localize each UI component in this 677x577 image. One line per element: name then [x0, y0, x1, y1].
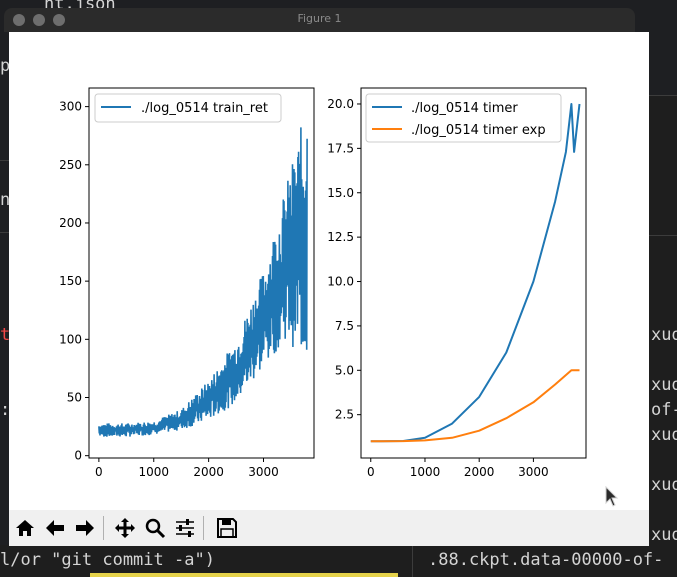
save-icon	[217, 518, 237, 538]
left-legend-label: ./log_0514 train_ret	[141, 101, 268, 116]
left-axes-ticks: 0 1000 2000 3000 0 50 100 150 200 250 300	[59, 100, 279, 479]
bg-right-line: xud	[651, 475, 677, 495]
x-tick-label: 3000	[248, 465, 279, 479]
right-legend-label-timer-exp: ./log_0514 timer exp	[411, 123, 546, 138]
bg-divider	[0, 232, 9, 233]
left-legend-box	[94, 93, 282, 123]
window-title: Figure 1	[297, 12, 342, 25]
x-tick-label: 0	[95, 465, 103, 479]
y-tick-label: 0	[74, 449, 82, 463]
home-button[interactable]	[11, 514, 39, 542]
bg-divider	[0, 160, 9, 161]
toolbar-separator	[203, 516, 204, 540]
home-icon	[16, 520, 34, 536]
x-tick-label: 0	[367, 465, 375, 479]
back-button[interactable]	[41, 514, 69, 542]
left-legend: ./log_0514 train_ret	[94, 93, 282, 123]
bg-right-line: xud	[651, 525, 677, 545]
bg-left-n: n	[0, 190, 11, 210]
y-tick-label: 20.0	[327, 97, 354, 111]
pan-icon	[115, 518, 135, 538]
forward-icon	[76, 520, 94, 536]
y-tick-label: 200	[59, 216, 82, 230]
left-axes-data	[98, 127, 308, 437]
bg-left-colon: :	[0, 400, 11, 420]
right-axes: 0 1000 2000 3000 2.5 5.0 7.5 10.0 12.5 15.0 17.5 20…	[327, 87, 587, 479]
bg-divider	[412, 545, 413, 577]
figure-toolbar	[9, 510, 649, 546]
x-tick-label: 2000	[193, 465, 224, 479]
y-tick-label: 17.5	[327, 141, 354, 155]
right-legend-box	[365, 93, 562, 143]
save-button[interactable]	[213, 514, 241, 542]
y-tick-label: 2.5	[335, 408, 354, 422]
series-line-timer	[370, 103, 581, 443]
x-tick-label: 1000	[410, 465, 441, 479]
y-tick-label: 300	[59, 100, 82, 114]
zoom-icon	[145, 518, 166, 539]
minimize-window-button[interactable]	[33, 14, 45, 26]
window-titlebar[interactable]: Figure 1	[4, 8, 635, 32]
right-legend: ./log_0514 timer ./log_0514 timer exp	[365, 93, 562, 143]
bg-right-line: of-	[651, 400, 677, 420]
y-tick-label: 15.0	[327, 186, 354, 200]
zoom-button[interactable]	[141, 514, 169, 542]
x-tick-label: 2000	[464, 465, 495, 479]
y-tick-label: 150	[59, 274, 82, 288]
right-axes-frame	[360, 87, 587, 459]
bg-right-line: xud	[651, 425, 677, 445]
y-tick-label: 50	[67, 390, 82, 404]
bg-status-strip	[90, 573, 398, 577]
right-legend-label-timer: ./log_0514 timer	[411, 101, 518, 116]
x-tick-label: 3000	[518, 465, 549, 479]
y-tick-label: 250	[59, 158, 82, 172]
bg-bottom-right-text: .88.ckpt.data-00000-of-	[428, 550, 664, 570]
back-icon	[46, 520, 64, 536]
x-tick-label: 1000	[138, 465, 169, 479]
right-axes-data	[370, 103, 581, 443]
bg-right-line: xud	[651, 375, 677, 395]
close-window-button[interactable]	[13, 14, 25, 26]
toolbar-separator	[103, 516, 104, 540]
figure-svg: 0 1000 2000 3000 0 50 100 150 200 250 300 ./log_05…	[59, 87, 587, 479]
y-tick-label: 12.5	[327, 230, 354, 244]
figure-canvas: 0 1000 2000 3000 0 50 100 150 200 250 300 ./log_05…	[9, 32, 649, 510]
bg-divider	[648, 95, 677, 96]
bg-bottom-bar: l/or "git commit -a") .88.ckpt.data-0000…	[0, 545, 677, 577]
mouse-cursor	[605, 485, 619, 512]
bg-right-line: xud	[651, 325, 677, 345]
configure-subplots-button[interactable]	[171, 514, 199, 542]
maximize-window-button[interactable]	[53, 14, 65, 26]
y-tick-label: 7.5	[335, 319, 354, 333]
bg-right-panel: xud xud of- xud xud xud	[648, 95, 677, 550]
y-tick-label: 100	[59, 332, 82, 346]
forward-button[interactable]	[71, 514, 99, 542]
bg-left-t: t	[0, 325, 11, 345]
right-axes-ticks: 0 1000 2000 3000 2.5 5.0 7.5 10.0 12.5 15.0 17.5 20…	[327, 97, 548, 479]
series-line-train-ret	[98, 127, 308, 437]
configure-subplots-icon	[176, 519, 194, 537]
series-line-timer-exp	[370, 369, 580, 443]
bg-left-p: p	[0, 56, 11, 76]
left-axes: 0 1000 2000 3000 0 50 100 150 200 250 300 ./log_05…	[59, 87, 315, 479]
y-tick-label: 5.0	[335, 363, 354, 377]
bg-bottom-left-text: l/or "git commit -a")	[0, 550, 215, 570]
y-tick-label: 10.0	[327, 275, 354, 289]
pan-button[interactable]	[111, 514, 139, 542]
bg-divider	[648, 235, 677, 236]
